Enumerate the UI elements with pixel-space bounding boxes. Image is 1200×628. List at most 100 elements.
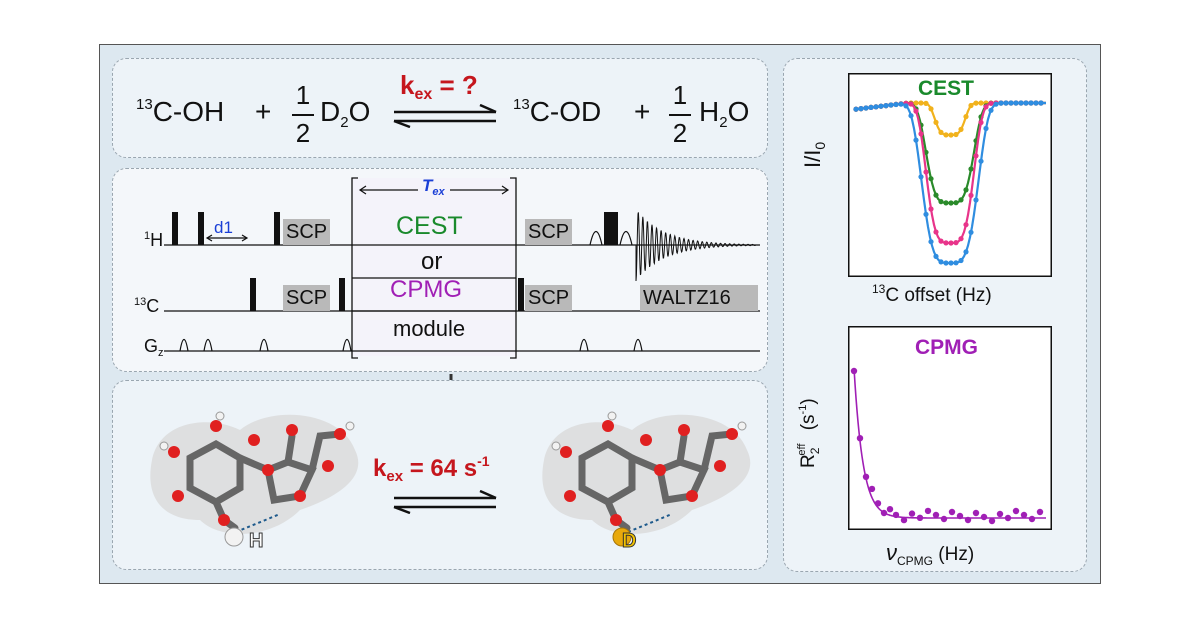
pulse-sequence-lines [164,177,760,359]
cpmg-point [850,367,858,375]
or-label: or [421,248,443,275]
cest-point [928,206,934,212]
cest-point [888,102,894,108]
reactant-13c-oh: 13C-OH [136,96,225,127]
cpmg-point [886,506,894,513]
product-13c-od: 13C-OD [513,96,602,127]
d-atom-label: D [621,530,637,553]
cest-point [918,100,924,106]
waltz16-block: WALTZ16 [640,285,758,311]
cpmg-point [880,509,888,517]
cpmg-point [924,507,932,515]
cpmg-point [856,435,864,442]
cpmg-point [956,512,964,520]
cest-point [898,101,904,107]
cest-point [948,200,954,206]
equilibrium-arrow-bottom [393,490,497,514]
kex-unknown-label: kex = ? [400,70,478,103]
cest-point [943,240,949,246]
cpmg-point [1012,507,1020,515]
cest-point [953,240,959,246]
cest-point [953,200,959,206]
channel-label-gz: Gz [144,336,164,359]
cest-point [853,106,859,112]
exchange-module-box [352,178,516,356]
cpmg-x-axis-label: νCPMG (Hz) [886,540,975,568]
cest-point [1018,100,1024,106]
cpmg-point [868,485,876,493]
cest-point [968,192,974,198]
kex-value-label: kex = 64 s-1 [373,453,490,485]
cest-point [933,192,939,198]
cpmg-point [980,513,988,521]
cest-point [878,103,884,109]
cpmg-point [940,515,948,523]
cest-point [923,169,929,175]
cpmg-point [932,511,940,519]
cpmg-point [1036,508,1044,516]
half-denominator-1: 2 [295,118,311,148]
cest-point [938,259,944,265]
product-h2o: H2O [699,96,750,131]
fraction-bar-1 [292,114,314,116]
module-label: module [393,316,466,341]
plus-sign-2: + [634,96,651,127]
d1-delay-label: d1 [214,218,233,237]
cpmg-point [908,510,916,517]
cest-point [858,106,864,112]
cpmg-point [1028,515,1036,523]
cest-point [958,126,964,132]
cest-point [928,239,934,245]
cest-point [978,119,984,126]
half-denominator-2: 2 [672,118,688,148]
cest-point [968,166,974,172]
cest-point [963,222,969,228]
cest-point [908,101,914,107]
cest-point [913,100,919,106]
cest-point [983,125,989,132]
cest-point [1028,100,1034,106]
cest-point [933,253,939,259]
cest-plot [848,73,1052,277]
cest-point [963,114,969,120]
cest-point [1003,100,1009,106]
cest-point [943,260,949,266]
cest-point [953,260,959,266]
cest-point [1023,100,1029,106]
cest-y-axis-label: I/I0 [800,141,828,168]
reactant-d2o: D2O [320,96,371,131]
cest-point [903,103,909,109]
cest-point [868,104,874,110]
cest-point [948,240,954,246]
cest-point [1033,100,1039,106]
sugar-molecule-d [542,411,751,547]
cest-point [958,197,964,203]
cpmg-point [988,517,996,525]
cest-point [978,100,984,106]
cest-point [913,108,919,114]
cest-point [988,107,994,113]
scp-block-13c-left: SCP [283,285,331,311]
cest-point [908,113,914,119]
cpmg-point [892,511,900,519]
cest-point [1038,100,1044,106]
cpmg-point [948,508,956,516]
cest-point [953,131,959,138]
cest-point [1008,100,1014,106]
equilibrium-arrow-top [393,104,497,128]
cest-point [968,229,974,235]
cpmg-plot [848,326,1052,530]
cest-point [958,236,964,242]
half-numerator-1: 1 [295,80,311,110]
half-numerator-2: 1 [672,80,688,110]
cest-point [998,100,1004,106]
cest-point [928,176,934,182]
cest-point [913,137,919,143]
channel-label-1h: 1H [144,230,164,250]
cpmg-point [1020,511,1028,519]
channel-label-13c: 13C [134,296,160,316]
cpmg-y-axis-label: R2eff (s-1) [796,398,822,468]
h-atom-label: H [248,530,264,553]
cest-point [938,129,944,135]
cest-point [973,197,979,203]
